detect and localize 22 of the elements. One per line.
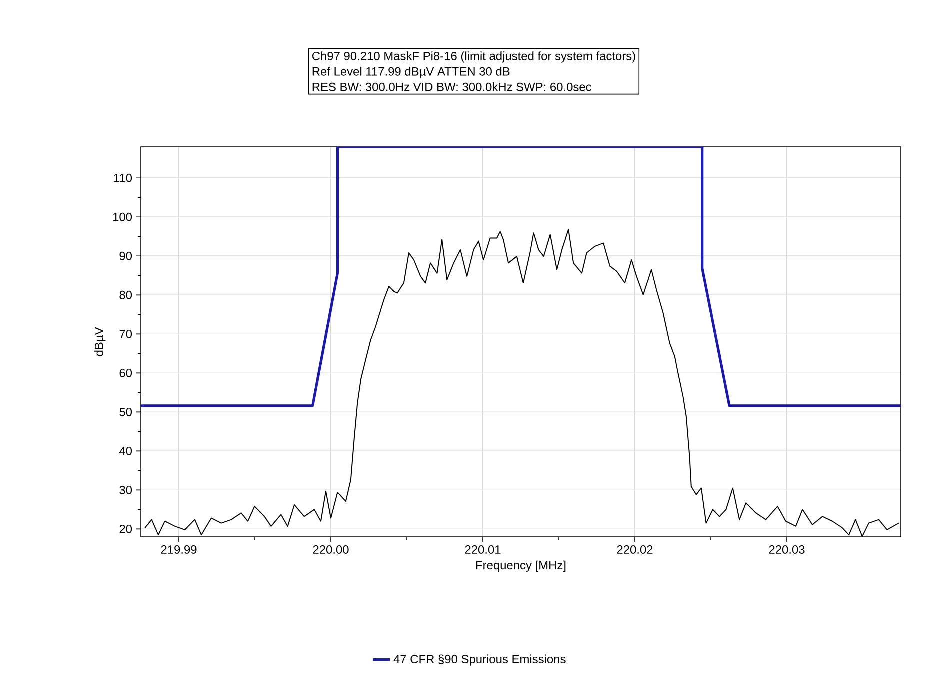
line-series [141, 146, 902, 408]
x-tick-label: 220.02 [617, 546, 653, 554]
legend-label: 47 CFR §90 Spurious Emissions [394, 654, 566, 666]
x-tick-label: 220.03 [769, 546, 805, 554]
chart-subtitle: Ref Level 117.99 dBµV ATTEN 30 dB [312, 67, 510, 78]
x-tick-label: 220.01 [465, 546, 501, 554]
x-tick-label: 219.99 [161, 546, 197, 554]
y-tick-label: 40 [119, 446, 132, 456]
y-tick-label: 110 [114, 174, 132, 182]
x-axis-title: Frequency [MHz] [476, 560, 566, 572]
chart-title: Ch97 90.210 MaskF Pi8-16 (limit adjusted for system factors) [312, 52, 636, 63]
text: RES BW: 300.0Hz VID BW: 300.0kHz SWP: 60.0sec [312, 82, 592, 92]
y-tick-label: 50 [120, 408, 132, 416]
y-tick-label: 60 [120, 368, 132, 378]
y-axis-title: dBµV [94, 327, 106, 356]
x-tick-label: 220.00 [313, 546, 349, 554]
y-tick-label: 80 [120, 290, 132, 300]
y-tick-label: 70 [120, 330, 132, 338]
y-tick-label: 20 [120, 524, 132, 534]
y-tick-label: 30 [120, 486, 132, 494]
y-tick-label: 100 [113, 212, 132, 222]
y-tick-label: 90 [120, 252, 132, 260]
